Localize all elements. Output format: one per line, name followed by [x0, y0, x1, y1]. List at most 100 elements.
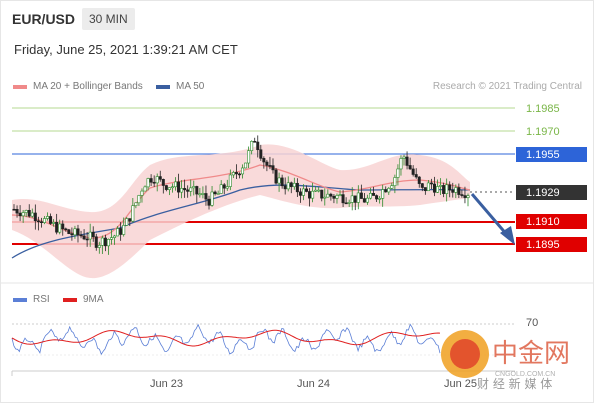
copyright-text: Research © 2021 Trading Central	[432, 81, 582, 92]
candle-body	[49, 216, 53, 224]
watermark-site: CNGOLD.COM.CN	[495, 371, 555, 378]
candle-body	[143, 186, 147, 192]
x-tick-jun24: Jun 24	[297, 378, 330, 390]
timeframe-button[interactable]: 30 MIN	[82, 8, 135, 30]
candle-body	[432, 183, 436, 193]
bollinger-band	[12, 144, 470, 279]
candle-body	[329, 193, 333, 197]
legend-rsi: RSI	[13, 294, 50, 305]
candle-body	[61, 223, 65, 230]
candle-body	[42, 218, 46, 223]
candle-body	[58, 223, 62, 233]
candle-body	[356, 192, 360, 203]
candle-body	[244, 162, 248, 169]
legend-rsi-label: RSI	[33, 294, 50, 305]
legend-ma20-swatch	[13, 84, 27, 89]
legend-ma50: MA 50	[156, 81, 204, 92]
candle-body	[463, 195, 467, 198]
candle-body	[323, 196, 327, 199]
candle-body	[128, 218, 132, 222]
candle-body	[393, 177, 397, 187]
candle-body	[417, 176, 421, 184]
candle-body	[192, 186, 196, 189]
candle-body	[24, 210, 28, 213]
level-label-1970: 1.1970	[526, 126, 560, 138]
candle-body	[36, 220, 40, 223]
candle-body	[411, 168, 415, 175]
candle-body	[335, 195, 339, 199]
candle-body	[372, 193, 376, 196]
candle-body	[375, 195, 379, 200]
candle-body	[362, 198, 366, 203]
candle-body	[213, 191, 217, 195]
candle-body	[94, 236, 98, 248]
candles-group	[12, 135, 470, 255]
candle-body	[326, 193, 330, 198]
candle-body	[158, 176, 162, 180]
forecast-arrow-shaft	[470, 193, 510, 237]
candle-body	[73, 228, 77, 236]
candle-body	[420, 183, 424, 188]
candle-body	[79, 234, 83, 237]
candle-body	[451, 189, 455, 193]
candle-body	[436, 186, 440, 193]
candle-body	[396, 168, 400, 178]
candle-body	[460, 194, 464, 196]
level-tag-1895	[516, 237, 587, 252]
candle-body	[146, 178, 150, 188]
level-label-1955: 1.1955	[526, 149, 560, 161]
candle-body	[426, 182, 430, 192]
candle-body	[454, 187, 458, 193]
candle-body	[219, 184, 223, 194]
candle-body	[225, 186, 229, 189]
candle-body	[280, 177, 284, 187]
candle-body	[195, 186, 199, 195]
rsi-line	[11, 323, 441, 356]
candle-body	[231, 172, 235, 176]
candle-body	[268, 165, 272, 167]
level-tag-1955	[516, 147, 587, 162]
candle-body	[368, 193, 372, 199]
legend-ma50-swatch	[156, 84, 170, 89]
level-tag-1910	[516, 214, 587, 229]
legend-ma20: MA 20 + Bollinger Bands	[13, 81, 143, 92]
candle-body	[311, 190, 315, 199]
candle-body	[173, 181, 177, 188]
candle-body	[381, 189, 385, 199]
candle-body	[445, 184, 449, 194]
candle-body	[52, 222, 56, 224]
candle-body	[180, 188, 184, 193]
candle-body	[277, 177, 281, 184]
candle-body	[448, 184, 452, 191]
candle-body	[295, 182, 299, 193]
candle-body	[314, 189, 318, 192]
candle-body	[265, 161, 269, 166]
candle-body	[167, 187, 171, 190]
candle-body	[250, 140, 254, 151]
candle-body	[390, 185, 394, 189]
candle-body	[423, 187, 427, 192]
candle-body	[164, 185, 168, 190]
candle-body	[228, 174, 232, 187]
candle-body	[292, 182, 296, 188]
candle-body	[39, 221, 43, 223]
timestamp: Friday, June 25, 2021 1:39:21 AM CET	[14, 42, 238, 57]
candle-body	[91, 231, 95, 238]
candle-body	[283, 185, 287, 190]
candle-body	[253, 140, 257, 143]
candle-body	[308, 191, 312, 199]
currency-pair-title: EUR/USD	[12, 11, 76, 27]
candle-body	[106, 238, 110, 247]
candle-body	[12, 208, 16, 211]
level-label-current: 1.1929	[526, 187, 560, 199]
candle-body	[82, 235, 86, 240]
candle-body	[15, 209, 19, 214]
candle-body	[134, 202, 138, 206]
candle-body	[405, 156, 409, 166]
candle-body	[97, 245, 101, 248]
candle-body	[378, 198, 382, 200]
candle-body	[125, 218, 129, 226]
candle-body	[332, 195, 336, 199]
candle-body	[170, 186, 174, 189]
